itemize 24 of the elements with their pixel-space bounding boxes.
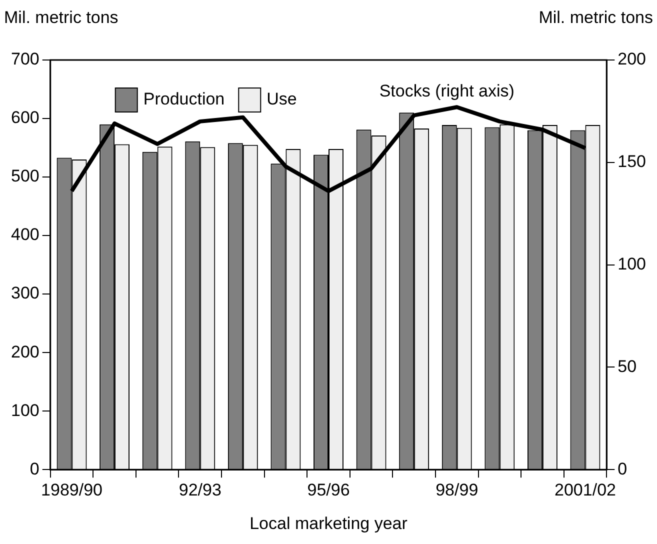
y2-tick-label: 100 (618, 254, 646, 274)
y-tick-label: 400 (10, 225, 40, 244)
y2-tick-label: 200 (618, 50, 646, 69)
x-tick-label: 2001/02 (554, 480, 616, 500)
y2-tick-label: 50 (618, 356, 637, 376)
y-tick-label: 700 (10, 50, 40, 69)
y2-tick-label: 150 (618, 152, 646, 172)
x-tick-label: 95/96 (307, 480, 350, 500)
y-tick-label: 500 (10, 166, 40, 186)
y-tick-label: 600 (10, 108, 40, 128)
legend-label: Use (266, 90, 297, 109)
y-tick-label: 200 (10, 342, 40, 362)
y-tick-label: 100 (10, 400, 40, 420)
y2-tick-label: 0 (618, 459, 628, 478)
x-tick-label: 1989/90 (41, 480, 102, 500)
legend-label: Production (143, 90, 225, 109)
y-tick-label: 0 (30, 459, 40, 478)
x-axis-title: Local marketing year (248, 514, 408, 534)
y-axis-title: Mil. metric tons (4, 8, 118, 28)
x-tick-label: 98/99 (436, 480, 478, 500)
y2-axis-title: Mil. metric tons (538, 8, 653, 28)
series-label: Stocks (right axis) (379, 82, 514, 101)
y-tick-label: 300 (10, 284, 40, 303)
x-tick-label: 92/93 (178, 480, 222, 500)
